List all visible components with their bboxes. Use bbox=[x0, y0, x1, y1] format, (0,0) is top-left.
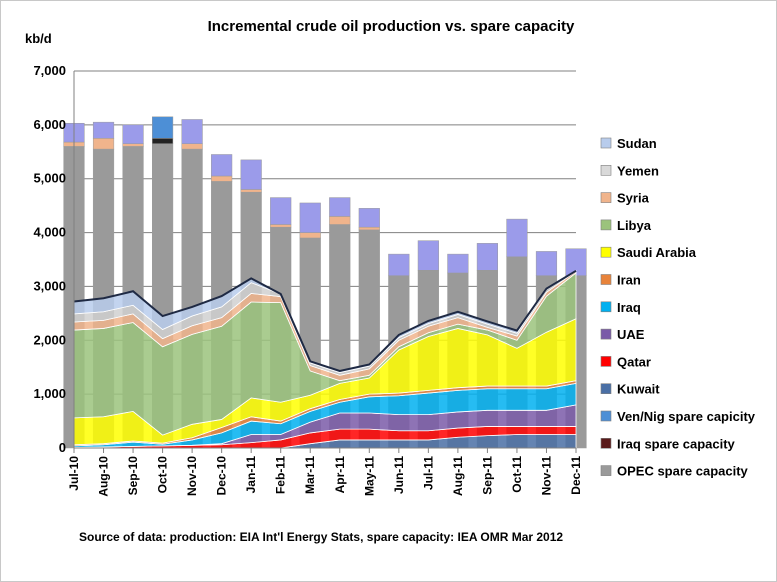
legend-swatch-saudi-arabia bbox=[600, 246, 612, 258]
bar-sudan-13 bbox=[447, 253, 469, 274]
x-tick-label: Jul-11 bbox=[421, 456, 435, 490]
bar-sudan-14 bbox=[476, 243, 498, 271]
bar-sudan-16 bbox=[535, 251, 558, 276]
x-tick-label: Oct-10 bbox=[156, 456, 170, 494]
bar-sudan-12 bbox=[417, 240, 439, 271]
legend-swatch-qatar bbox=[600, 356, 612, 367]
legend-swatch-opec-spare-capacity bbox=[600, 465, 612, 476]
legend-swatch-iraq-spare-capacity bbox=[600, 437, 612, 449]
y-tick-label: 5,000 bbox=[33, 171, 66, 186]
legend-swatch-libya bbox=[600, 219, 612, 231]
legend-swatch-syria bbox=[600, 192, 612, 203]
y-tick-label: 1,000 bbox=[33, 386, 66, 401]
legend-swatch-yemen bbox=[600, 165, 612, 176]
x-tick-label: Sep-11 bbox=[480, 456, 494, 495]
bar-sudan-15 bbox=[506, 218, 528, 258]
legend: Sudan Yemen Syria Libya Saudi Arabia Iran Iraq… bbox=[600, 136, 756, 479]
legend-swatch-uae bbox=[600, 328, 612, 340]
x-tick-label: Oct-11 bbox=[510, 456, 524, 493]
production-areas bbox=[73, 269, 577, 449]
x-tick-label: Aug-10 bbox=[97, 456, 111, 497]
total-production-line bbox=[73, 269, 577, 373]
bar-sudan-9 bbox=[329, 197, 351, 217]
legend-swatch-ven-nig-spare-capicity bbox=[600, 410, 612, 422]
x-tick-label: Jul-10 bbox=[67, 456, 81, 491]
legend-label-libya: Libya bbox=[617, 218, 652, 233]
bar-syria-4 bbox=[181, 143, 203, 150]
x-tick-label: Mar-11 bbox=[303, 456, 317, 494]
y-tick-label: 7,000 bbox=[33, 63, 66, 78]
x-tick-label: Jun-11 bbox=[392, 456, 406, 494]
x-tick-label: Nov-11 bbox=[539, 456, 553, 496]
y-axis-unit: kb/d bbox=[25, 31, 52, 46]
x-tick-label: Dec-10 bbox=[215, 456, 229, 496]
legend-label-iraq-spare-capacity: Iraq spare capacity bbox=[617, 436, 736, 451]
bar-sudan-5 bbox=[211, 154, 233, 177]
legend-swatch-iran bbox=[600, 274, 612, 285]
x-tick-label: Nov-10 bbox=[185, 456, 199, 496]
bar-syria-5 bbox=[211, 175, 233, 182]
chart-title: Incremental crude oil production vs. spa… bbox=[208, 18, 575, 35]
legend-label-iran: Iran bbox=[617, 273, 641, 288]
bar-sudan-7 bbox=[270, 197, 292, 225]
y-tick-label: 2,000 bbox=[33, 332, 66, 347]
bar-iraq-spare-capacity-3 bbox=[152, 138, 174, 144]
x-tick-label: Apr-11 bbox=[333, 456, 347, 494]
bar-syria-7 bbox=[270, 224, 292, 228]
legend-label-opec-spare-capacity: OPEC spare capacity bbox=[617, 464, 749, 479]
x-tick-label: Sep-10 bbox=[126, 456, 140, 496]
bar-sudan-10 bbox=[358, 208, 380, 228]
bar-sudan-1 bbox=[92, 121, 115, 139]
y-tick-label: 4,000 bbox=[33, 225, 66, 240]
bar-sudan-2 bbox=[122, 124, 144, 144]
y-axis: 0 1,000 2,000 3,000 4,000 5,000 6,000 7,000 bbox=[33, 63, 75, 455]
y-tick-label: 3,000 bbox=[33, 278, 66, 293]
bar-syria-2 bbox=[122, 143, 144, 147]
source-note: Source of data: production: EIA Int'l En… bbox=[79, 530, 563, 544]
legend-label-yemen: Yemen bbox=[617, 163, 659, 178]
legend-label-syria: Syria bbox=[617, 191, 650, 206]
y-tick-label: 6,000 bbox=[33, 117, 66, 132]
x-tick-label: Dec-11 bbox=[569, 456, 583, 495]
legend-swatch-kuwait bbox=[600, 383, 612, 395]
legend-label-saudi-arabia: Saudi Arabia bbox=[617, 245, 697, 260]
bar-syria-10 bbox=[358, 226, 380, 231]
x-tick-label: Feb-11 bbox=[274, 456, 288, 494]
y-tick-label: 0 bbox=[59, 440, 66, 455]
bar-syria-1 bbox=[92, 138, 115, 150]
legend-label-sudan: Sudan bbox=[617, 136, 657, 151]
bar-ven-nig-spare-capicity-3 bbox=[152, 116, 174, 139]
x-tick-label: Aug-11 bbox=[451, 456, 465, 496]
legend-label-uae: UAE bbox=[617, 327, 645, 342]
bar-syria-8 bbox=[299, 232, 321, 239]
bar-sudan-8 bbox=[299, 202, 321, 233]
bar-sudan-6 bbox=[240, 159, 262, 190]
x-tick-label: Jan-11 bbox=[244, 456, 258, 494]
bar-syria-6 bbox=[240, 189, 262, 193]
legend-label-qatar: Qatar bbox=[617, 354, 651, 369]
legend-label-iraq: Iraq bbox=[617, 300, 641, 315]
legend-label-kuwait: Kuwait bbox=[617, 382, 660, 397]
x-tick-label: May-11 bbox=[362, 456, 376, 496]
legend-swatch-sudan bbox=[600, 137, 612, 149]
bar-syria-9 bbox=[329, 216, 351, 225]
legend-swatch-iraq bbox=[600, 301, 612, 313]
bar-sudan-11 bbox=[388, 253, 410, 276]
bar-sudan-4 bbox=[181, 119, 203, 144]
x-axis: Jul-10 Aug-10 Sep-10 Oct-10 Nov-10 Dec-10 Jan-… bbox=[67, 447, 583, 497]
legend-label-ven-nig-spare-capicity: Ven/Nig spare capicity bbox=[617, 409, 756, 424]
